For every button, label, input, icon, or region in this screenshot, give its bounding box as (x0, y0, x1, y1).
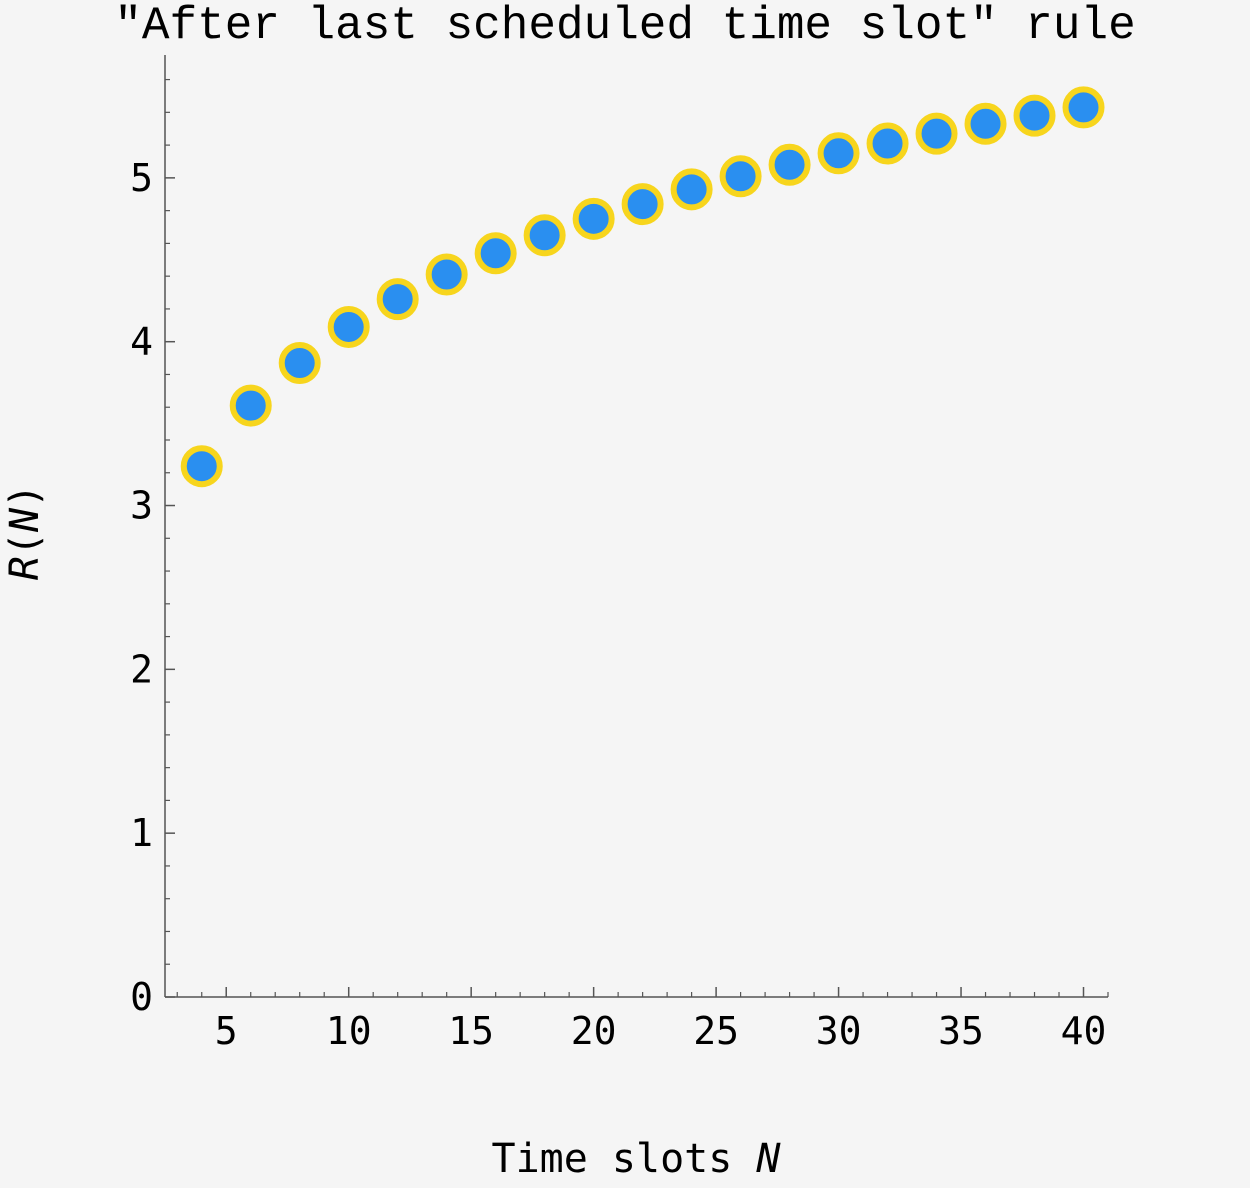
x-axis-title: Time slots N (492, 1136, 782, 1182)
x-tick-label: 40 (1061, 1009, 1107, 1053)
x-axis-title-var: N (755, 1136, 781, 1182)
x-tick-label: 5 (215, 1009, 238, 1053)
data-point (376, 278, 419, 321)
x-tick-label: 15 (448, 1009, 494, 1053)
data-point (964, 102, 1007, 145)
y-axis-title-paren-open: ( (2, 532, 48, 556)
data-point (278, 341, 321, 384)
x-tick-label: 35 (938, 1009, 984, 1053)
data-point (1062, 86, 1105, 129)
chart-title: "After last scheduled time slot" rule (114, 0, 1136, 52)
y-axis-title-func: R (2, 556, 48, 580)
axes: 5 10 15 20 25 30 35 40 0 1 2 3 4 5 (130, 55, 1109, 1053)
data-point (621, 183, 664, 226)
data-point (425, 253, 468, 296)
x-axis-title-text: Time slots (492, 1136, 757, 1182)
x-tick-label: 30 (816, 1009, 862, 1053)
y-tick-label: 0 (130, 975, 153, 1019)
data-points (180, 86, 1105, 488)
data-point (719, 155, 762, 198)
data-point (817, 132, 860, 175)
data-point (327, 305, 370, 348)
x-tick-label: 10 (326, 1009, 372, 1053)
data-point (474, 232, 517, 275)
data-point (229, 384, 272, 427)
data-point (915, 112, 958, 155)
y-axis-title: R(N) (2, 484, 48, 580)
x-tick-label: 25 (693, 1009, 739, 1053)
data-point (670, 168, 713, 211)
y-tick-label: 1 (130, 811, 153, 855)
data-point (572, 197, 615, 240)
x-tick-label: 20 (571, 1009, 617, 1053)
y-tick-label: 3 (130, 484, 153, 528)
data-point (866, 122, 909, 165)
y-tick-label: 4 (130, 320, 153, 364)
y-axis-title-paren-close: ) (2, 484, 48, 508)
y-tick-label: 5 (130, 156, 153, 200)
data-point (523, 214, 566, 257)
data-point (180, 445, 223, 488)
data-point (1013, 94, 1056, 137)
data-point (768, 143, 811, 186)
y-tick-label: 2 (130, 647, 153, 691)
y-axis-title-var: N (2, 507, 48, 533)
